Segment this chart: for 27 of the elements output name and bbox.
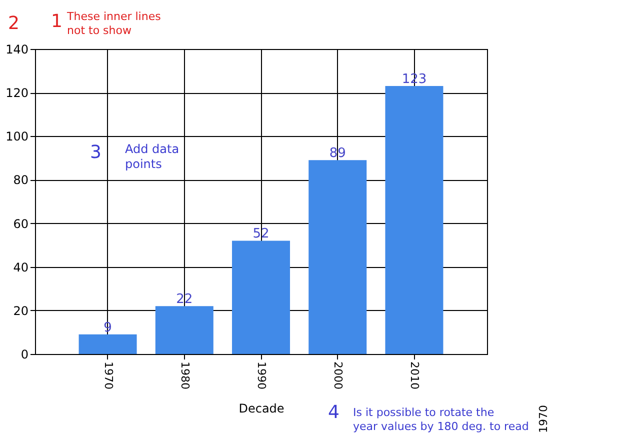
text: 2 (8, 13, 20, 34)
y-tick-label: 140 (6, 42, 28, 56)
x-tick-label: 2010 (408, 362, 422, 390)
bar (385, 86, 444, 354)
annotation: Add data points (125, 142, 180, 171)
y-tick-label: 60 (13, 216, 28, 231)
annotation: 3 (90, 142, 102, 163)
bar (308, 160, 367, 354)
text: These inner lines not to show (66, 10, 162, 37)
y-tick-label: 80 (13, 173, 28, 188)
text: 1970 (537, 405, 550, 433)
bar (78, 334, 137, 354)
x-tick-label: 1980 (178, 362, 192, 390)
bar (232, 240, 290, 354)
x-axis-title: Decade (238, 401, 284, 416)
x-tick-label: 1990 (255, 362, 268, 390)
text: 4 (328, 402, 340, 423)
y-tick-label: 0 (20, 348, 28, 362)
bar (155, 306, 214, 354)
text: 1 (51, 11, 62, 32)
x-tick-label: 2000 (332, 362, 345, 390)
x-tick-label: 1970 (102, 362, 115, 390)
y-tick-label: 20 (13, 304, 28, 318)
text: Is it possible to rotate the year values by 180 deg. to read (353, 406, 529, 433)
y-tick-label: 40 (13, 260, 28, 274)
y-tick-label: 100 (6, 130, 28, 144)
y-tick-label: 120 (6, 86, 28, 100)
